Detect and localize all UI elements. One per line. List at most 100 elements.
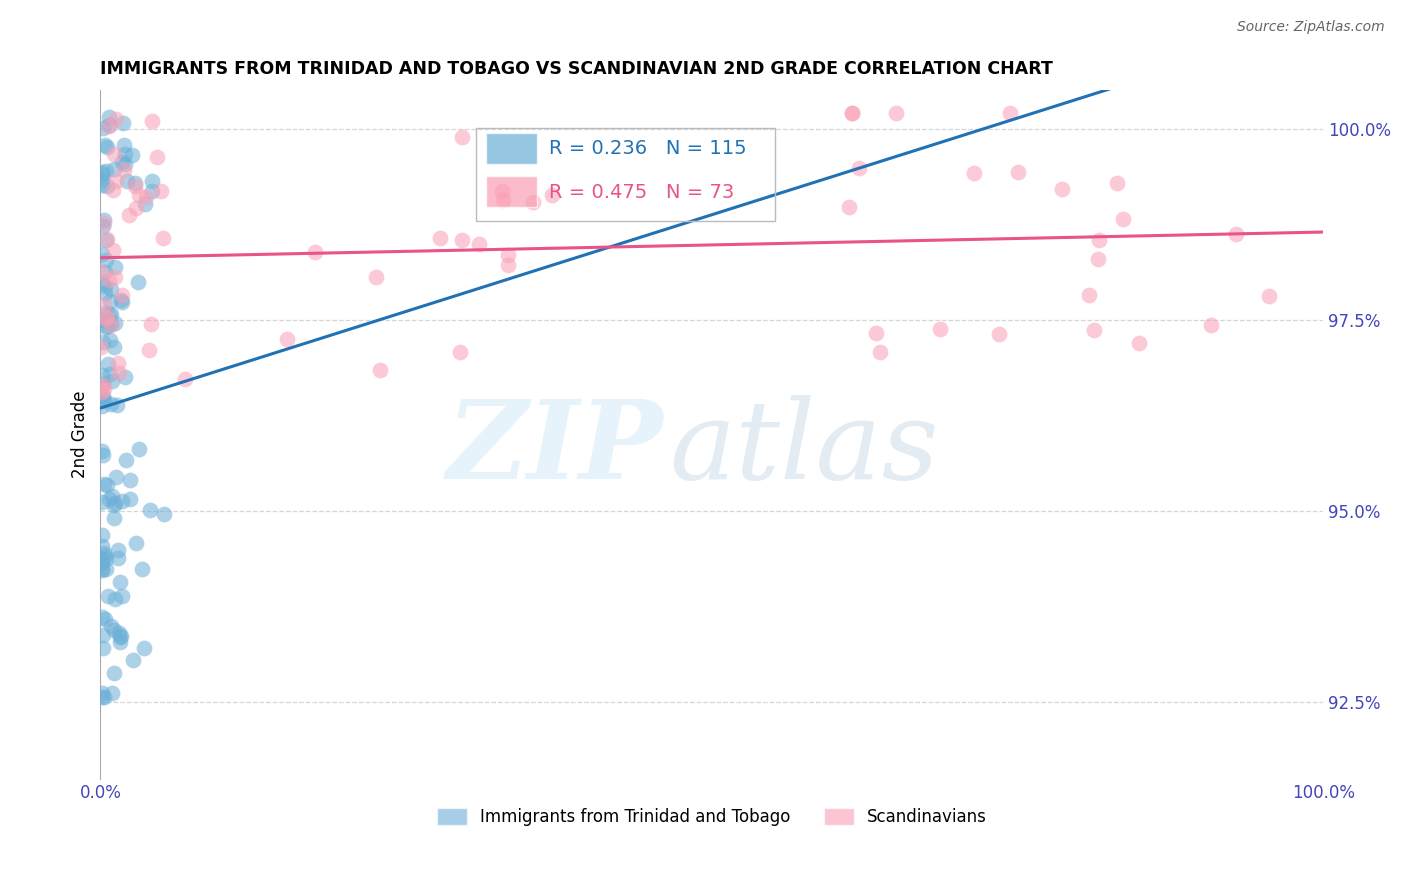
Point: [141, 185, 163, 199]
Point: [103, 624, 125, 638]
Point: [491, 184, 513, 198]
Point: [131, 562, 153, 576]
Text: atlas: atlas: [669, 394, 939, 502]
Point: [98, 334, 121, 348]
Point: [91, 552, 114, 566]
Point: [97, 307, 120, 321]
Point: [118, 474, 141, 488]
Point: [96, 310, 118, 324]
Point: [1199, 318, 1222, 332]
Text: ZIP: ZIP: [446, 394, 662, 502]
Point: [1128, 335, 1150, 350]
Point: [841, 106, 863, 120]
Point: [94, 314, 117, 328]
Point: [122, 653, 145, 667]
Point: [90, 246, 112, 260]
Y-axis label: 2nd Grade: 2nd Grade: [72, 391, 89, 478]
Point: [104, 316, 127, 330]
Point: [1112, 211, 1135, 226]
Point: [94, 253, 117, 268]
Point: [105, 398, 128, 412]
Point: [94, 312, 117, 326]
Point: [128, 188, 150, 202]
Point: [108, 635, 131, 649]
Point: [96, 178, 118, 193]
Point: [103, 162, 125, 177]
Point: [108, 366, 131, 380]
Point: [101, 243, 124, 257]
Point: [93, 212, 115, 227]
Point: [103, 498, 125, 512]
Point: [103, 666, 125, 681]
Point: [100, 282, 122, 296]
Point: [838, 200, 860, 214]
Point: [91, 121, 114, 136]
Point: [91, 449, 114, 463]
Point: [107, 625, 129, 640]
Point: [100, 619, 122, 633]
Point: [97, 492, 120, 507]
Point: [90, 443, 112, 458]
Point: [366, 270, 388, 285]
Point: [370, 363, 392, 377]
Point: [91, 377, 114, 392]
Point: [451, 130, 474, 145]
Point: [105, 470, 128, 484]
Point: [134, 197, 156, 211]
Point: [276, 332, 298, 346]
Point: [91, 376, 114, 391]
Point: [94, 279, 117, 293]
Point: [104, 269, 127, 284]
Point: [98, 119, 121, 133]
Point: [841, 106, 863, 120]
Point: [101, 686, 124, 700]
Point: [107, 551, 129, 566]
Point: [115, 453, 138, 467]
Point: [884, 106, 907, 120]
Point: [90, 340, 112, 354]
Point: [1083, 323, 1105, 337]
Point: [522, 194, 544, 209]
Point: [90, 562, 112, 576]
Point: [988, 327, 1011, 342]
Point: [1007, 164, 1029, 178]
Point: [467, 237, 489, 252]
Point: [91, 389, 114, 403]
Point: [100, 307, 122, 321]
Point: [96, 478, 118, 492]
Text: IMMIGRANTS FROM TRINIDAD AND TOBAGO VS SCANDINAVIAN 2ND GRADE CORRELATION CHART: IMMIGRANTS FROM TRINIDAD AND TOBAGO VS S…: [100, 60, 1053, 78]
Point: [97, 357, 120, 371]
Point: [153, 508, 176, 522]
Point: [91, 628, 114, 642]
Point: [93, 690, 115, 704]
Point: [96, 232, 118, 246]
Point: [111, 155, 134, 169]
Point: [128, 442, 150, 456]
Point: [108, 630, 131, 644]
Point: [963, 166, 986, 180]
Point: [114, 369, 136, 384]
Point: [100, 317, 122, 331]
Point: [928, 321, 950, 335]
Point: [105, 112, 128, 127]
Point: [93, 306, 115, 320]
Point: [1078, 287, 1101, 301]
Point: [103, 511, 125, 525]
Point: [135, 190, 157, 204]
Point: [90, 173, 112, 187]
Point: [111, 589, 134, 603]
Bar: [485, 177, 537, 207]
Point: [94, 320, 117, 334]
Point: [107, 543, 129, 558]
Point: [91, 219, 114, 233]
Text: R = 0.475   N = 73: R = 0.475 N = 73: [550, 183, 734, 202]
Point: [91, 393, 114, 408]
Point: [94, 562, 117, 576]
Point: [90, 168, 112, 182]
Point: [100, 318, 122, 332]
Point: [90, 563, 112, 577]
Point: [100, 294, 122, 309]
Point: [98, 119, 121, 133]
Point: [104, 260, 127, 274]
Point: [1087, 252, 1109, 267]
